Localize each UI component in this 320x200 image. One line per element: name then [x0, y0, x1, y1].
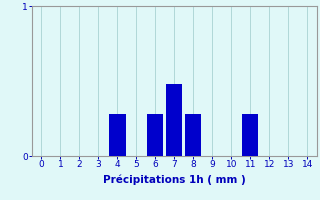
- Bar: [185, 114, 202, 156]
- Bar: [109, 114, 125, 156]
- Bar: [166, 84, 182, 156]
- X-axis label: Précipitations 1h ( mm ): Précipitations 1h ( mm ): [103, 175, 246, 185]
- Bar: [147, 114, 164, 156]
- Bar: [242, 114, 259, 156]
